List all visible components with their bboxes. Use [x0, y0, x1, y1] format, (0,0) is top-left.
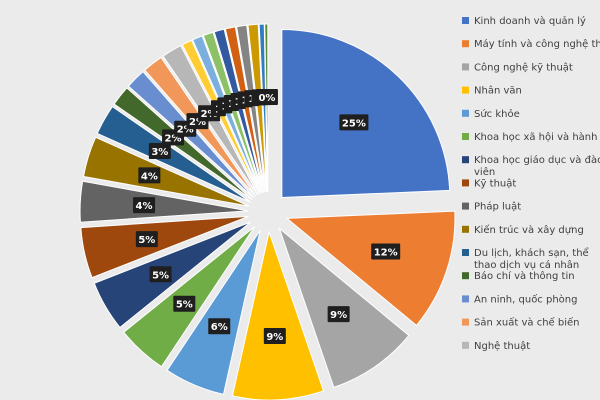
- legend-swatch: [462, 249, 469, 256]
- pie-slice: [79, 180, 249, 223]
- legend-item: Báo chí và thông tin: [462, 270, 575, 282]
- legend-swatch: [462, 295, 469, 303]
- pie-data-label: 4%: [138, 167, 161, 184]
- legend-item: Công nghệ kỹ thuật: [462, 61, 573, 73]
- legend-label: Kiến trúc và xây dựng: [474, 224, 584, 236]
- legend-swatch: [462, 17, 469, 24]
- svg-text:5%: 5%: [138, 235, 155, 246]
- legend-label: Khoa học giáo dục và đào tạviên: [474, 154, 600, 178]
- legend-label: Báo chí và thông tin: [474, 270, 575, 282]
- legend-item: An ninh, quốc phòng: [462, 293, 577, 305]
- pie-slice: [213, 28, 264, 193]
- pie-slices: [79, 23, 456, 400]
- pie-data-label: 6%: [208, 318, 231, 335]
- legend-swatch: [462, 86, 469, 94]
- legend-swatch: [462, 225, 469, 233]
- pie-data-label: 5%: [135, 231, 158, 248]
- legend-item: Sản xuất và chế biến: [462, 317, 579, 329]
- pie-slice: [93, 221, 252, 329]
- pie-data-label: 5%: [173, 295, 196, 312]
- pie-slice: [236, 24, 266, 193]
- legend-item: Du lịch, khách sạn, thể thao dịch vụ cá n…: [462, 246, 590, 271]
- legend-swatch: [462, 179, 469, 187]
- legend-swatch: [462, 318, 469, 326]
- svg-text:9%: 9%: [330, 310, 347, 321]
- pie-slice: [96, 105, 251, 203]
- legend-swatch: [462, 341, 469, 349]
- legend-label: Máy tính và công nghệ thôn: [474, 38, 600, 50]
- pie-slice: [224, 26, 265, 193]
- legend-swatch: [462, 40, 469, 48]
- legend-swatch: [462, 63, 469, 71]
- pie-data-label: 3%: [148, 143, 171, 160]
- svg-text:25%: 25%: [342, 118, 366, 129]
- svg-text:9%: 9%: [266, 332, 283, 343]
- pie-slice: [191, 35, 261, 194]
- svg-text:2%: 2%: [165, 133, 182, 144]
- svg-text:6%: 6%: [211, 322, 228, 333]
- legend-item: Khoa học giáo dục và đào tạviên: [462, 154, 600, 178]
- legend-item: Kỹ thuật: [462, 177, 516, 189]
- legend-label: An ninh, quốc phòng: [474, 293, 577, 305]
- svg-text:12%: 12%: [374, 248, 398, 259]
- legend-item: Khoa học xã hội và hành vi: [462, 131, 600, 143]
- legend-label: Sản xuất và chế biến: [474, 317, 579, 329]
- pie-slice: [281, 29, 451, 199]
- legend-item: Nghệ thuật: [462, 340, 530, 352]
- svg-text:4%: 4%: [136, 201, 153, 212]
- legend-swatch: [462, 133, 469, 140]
- pie-slice: [82, 136, 250, 207]
- legend-swatch: [462, 109, 469, 117]
- legend-swatch: [462, 272, 469, 280]
- pie-slice: [202, 31, 263, 194]
- legend-item: Nhân văn: [462, 85, 522, 97]
- pie-data-labels: 25%12%9%9%6%5%5%5%4%4%3%2%2%2%2%11111110…: [133, 89, 401, 344]
- svg-text:5%: 5%: [176, 300, 193, 311]
- svg-text:2%: 2%: [177, 125, 194, 136]
- legend-label: Kinh doanh và quản lý: [474, 15, 586, 27]
- legend-label: Khoa học xã hội và hành vi: [474, 131, 600, 143]
- pie-data-label: 5%: [149, 266, 172, 283]
- svg-text:0%: 0%: [258, 93, 275, 104]
- svg-text:3%: 3%: [151, 147, 168, 158]
- pie-data-label: 9%: [263, 327, 286, 344]
- pie-slice: [166, 230, 261, 395]
- legend-item: Sức khỏe: [462, 108, 520, 120]
- legend-label: Pháp luật: [474, 201, 521, 213]
- svg-text:4%: 4%: [141, 171, 158, 182]
- legend-label: Nghệ thuật: [474, 340, 530, 352]
- legend-label: Du lịch, khách sạn, thể thao dịch vụ cá n…: [474, 246, 590, 271]
- pie-data-label: 25%: [339, 114, 369, 131]
- legend-item: Máy tính và công nghệ thôn: [462, 38, 600, 50]
- legend-label: Sức khỏe: [474, 108, 520, 120]
- pie-data-label: 12%: [371, 243, 401, 260]
- legend-item: Kiến trúc và xây dựng: [462, 224, 584, 236]
- pie-data-label: 4%: [133, 197, 156, 214]
- pie-slice: [247, 23, 267, 193]
- svg-text:5%: 5%: [152, 270, 169, 281]
- legend-swatch: [462, 202, 469, 210]
- legend-label: Công nghệ kỹ thuật: [474, 61, 573, 73]
- legend-swatch: [462, 156, 469, 164]
- svg-text:2%: 2%: [189, 117, 206, 128]
- legend-item: Pháp luật: [462, 201, 521, 213]
- legend: Kinh doanh và quản lý Máy tính và công ng…: [462, 15, 600, 352]
- pie-data-label: 0%: [255, 89, 278, 106]
- pie-slice: [285, 210, 456, 327]
- legend-label: Kỹ thuật: [474, 177, 516, 189]
- pie-slice: [80, 215, 249, 279]
- legend-item: Kinh doanh và quản lý: [462, 15, 586, 27]
- legend-label: Nhân văn: [474, 85, 522, 97]
- svg-text:2%: 2%: [201, 109, 218, 120]
- pie-data-label: 9%: [327, 306, 350, 323]
- pie-slice: [264, 23, 269, 193]
- pie-slice: [181, 39, 260, 195]
